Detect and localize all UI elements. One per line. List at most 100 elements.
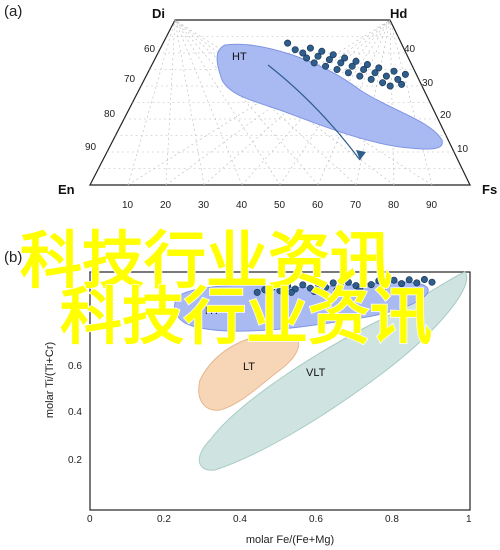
bottom-tick-6: 60 (312, 200, 324, 211)
vertex-en: En (58, 182, 75, 197)
x-tick-3: 0.4 (233, 514, 247, 525)
data-point-a (306, 44, 314, 52)
vertex-fs: Fs (482, 182, 497, 197)
data-point-b (413, 279, 421, 287)
lt-label-b: LT (243, 361, 255, 373)
grid-line (389, 19, 433, 186)
data-point-a (318, 47, 326, 55)
bottom-tick-5: 50 (274, 200, 286, 211)
grid-line (279, 19, 391, 186)
grid-line (203, 19, 391, 186)
panel-a-tag: (a) (4, 3, 22, 20)
x-axis-label: molar Fe/(Fe+Mg) (246, 534, 334, 546)
data-point-b (322, 283, 330, 291)
data-point-a (337, 59, 345, 67)
x-tick-2: 0.2 (157, 514, 171, 525)
points-b (253, 275, 436, 298)
right-tick-1: 40 (404, 44, 416, 55)
data-point-b (253, 288, 261, 296)
data-point-a (375, 64, 383, 72)
x-tick-6: 1 (466, 514, 472, 525)
points-a (284, 39, 409, 90)
data-point-a (360, 66, 368, 74)
vertex-di: Di (152, 6, 165, 21)
watermark-line-1: 科技行业资讯 (20, 224, 392, 297)
y-axis-label: molar Ti/(Ti+Cr) (44, 342, 56, 418)
data-point-b (420, 275, 428, 283)
left-tick-2: 70 (124, 74, 136, 85)
data-point-a (314, 52, 322, 60)
data-point-b (265, 290, 273, 298)
grid-line (174, 19, 319, 186)
x-tick-4: 0.6 (309, 514, 323, 525)
data-point-b (299, 281, 307, 289)
ht-label-b: HT (205, 305, 220, 317)
vlt-field (198, 271, 468, 471)
data-point-a (382, 72, 390, 80)
y-tick-1: 0.2 (68, 455, 82, 466)
data-point-a (322, 62, 330, 70)
data-point-b (284, 282, 292, 290)
data-point-a (284, 39, 292, 47)
data-point-a (310, 59, 318, 67)
grid-line (355, 19, 391, 186)
data-point-a (363, 60, 371, 68)
data-point-b (367, 281, 375, 289)
bottom-tick-7: 70 (350, 200, 362, 211)
grid-line (174, 19, 357, 186)
panel-b-plot: HT LT VLT 0.2 0.4 0.6 0 0.2 0.4 0.6 0.8 … (44, 271, 472, 546)
x-tick-5: 0.8 (385, 514, 399, 525)
ht-field-b (174, 281, 429, 332)
data-point-a (299, 49, 307, 57)
ht-label-a: HT (232, 51, 247, 63)
data-point-a (398, 80, 406, 88)
watermark-line-2: 科技行业资讯 (60, 280, 432, 353)
data-point-a (371, 69, 379, 77)
lt-field (198, 333, 300, 411)
data-point-a (348, 62, 356, 70)
data-point-a (352, 57, 360, 65)
data-point-b (398, 280, 406, 288)
ht-field-a (216, 43, 443, 150)
data-point-a (329, 51, 337, 59)
grid-line (165, 19, 391, 186)
bottom-tick-1: 10 (122, 200, 134, 211)
data-point-b (333, 286, 341, 294)
panel-b-tag: (b) (4, 249, 22, 266)
data-point-a (367, 75, 375, 83)
trend-arrow (267, 64, 361, 161)
data-point-b (268, 283, 276, 291)
data-point-a (333, 66, 341, 74)
data-point-a (390, 67, 398, 75)
data-point-b (428, 278, 436, 286)
right-tick-3: 20 (440, 110, 452, 121)
right-tick-4: 10 (457, 144, 469, 155)
data-point-b (360, 277, 368, 285)
grid-line (127, 19, 176, 186)
left-tick-3: 80 (104, 109, 116, 120)
bottom-tick-3: 30 (198, 200, 210, 211)
data-point-b (405, 276, 413, 284)
bottom-tick-8: 80 (388, 200, 400, 211)
x-tick-1: 0 (87, 514, 93, 525)
y-tick-2: 0.4 (68, 407, 82, 418)
data-point-a (291, 46, 299, 54)
data-point-a (379, 79, 387, 87)
plot-frame-b (89, 271, 471, 511)
right-tick-2: 30 (422, 78, 434, 89)
bottom-tick-9: 90 (426, 200, 438, 211)
panel-a-ternary: HT Di Hd En Fs 60 70 80 90 40 30 20 10 1… (58, 6, 497, 211)
vlt-label-b: VLT (306, 367, 326, 379)
data-point-a (344, 69, 352, 77)
data-point-a (341, 54, 349, 62)
data-point-a (394, 75, 402, 83)
data-point-a (401, 70, 409, 78)
data-point-b (287, 288, 295, 296)
data-point-b (344, 278, 352, 286)
data-point-a (303, 54, 311, 62)
data-point-b (375, 277, 383, 285)
data-point-b (276, 287, 284, 295)
data-point-a (356, 72, 364, 80)
grid-line (174, 19, 433, 186)
